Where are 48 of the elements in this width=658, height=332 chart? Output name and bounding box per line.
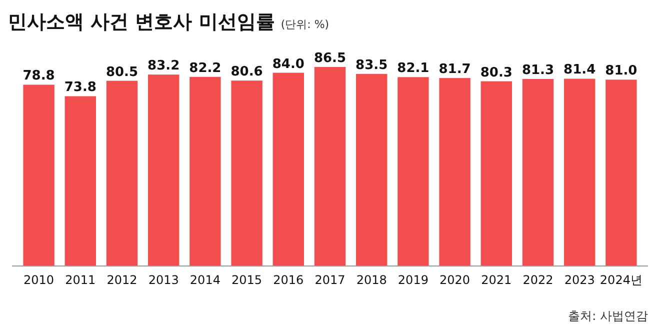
chart-subtitle: (단위: %) — [280, 18, 330, 31]
x-tick-label: 2016 — [273, 273, 304, 287]
bar — [480, 81, 512, 266]
x-tick-label: 2020 — [440, 273, 470, 287]
data-label: 81.7 — [438, 62, 471, 78]
data-label: 81.0 — [605, 64, 638, 79]
data-label: 78.8 — [22, 68, 55, 84]
data-label: 84.0 — [272, 56, 304, 72]
data-label: 80.6 — [230, 64, 263, 80]
x-tick-label: 2019 — [398, 273, 428, 287]
x-tick-label: 2018 — [356, 273, 387, 287]
x-tick-label: 2010 — [24, 273, 54, 287]
chart-title: 민사소액 사건 변호사 미선임률 — [8, 11, 275, 33]
bar — [564, 78, 596, 266]
bar — [23, 84, 54, 266]
data-label: 73.8 — [64, 80, 96, 96]
x-tick-label: 2015 — [232, 273, 262, 287]
x-tick-label: 2013 — [148, 273, 179, 287]
bar — [439, 78, 470, 266]
x-tick-label: 2012 — [106, 273, 138, 287]
bar — [522, 78, 554, 266]
x-tick-label: 2022 — [522, 273, 554, 287]
data-label: 80.5 — [106, 64, 138, 80]
x-tick-label: 2023 — [564, 273, 595, 287]
bar — [190, 76, 221, 266]
x-tick-label: 2024년 — [600, 273, 642, 287]
data-label: 80.3 — [480, 65, 512, 80]
bar — [231, 80, 262, 266]
bar — [64, 96, 96, 266]
bar — [606, 80, 637, 266]
bar — [272, 72, 304, 266]
data-label: 82.1 — [397, 61, 430, 76]
bar — [356, 74, 388, 266]
bar — [314, 67, 346, 266]
x-tick-label: 2014 — [190, 273, 220, 287]
x-tick-label: 2017 — [314, 273, 346, 287]
bar — [148, 74, 180, 266]
data-label: 81.4 — [564, 62, 596, 78]
data-label: 86.5 — [314, 51, 346, 66]
data-label: 82.2 — [189, 60, 222, 76]
x-tick-label: 2021 — [481, 273, 512, 287]
data-label: 81.3 — [522, 62, 554, 78]
bar — [398, 77, 429, 266]
source-note: 출처: 사법연감 — [568, 309, 648, 323]
data-label: 83.5 — [356, 58, 388, 73]
x-tick-label: 2011 — [65, 273, 96, 287]
bar — [106, 80, 138, 266]
data-label: 83.2 — [148, 58, 180, 74]
